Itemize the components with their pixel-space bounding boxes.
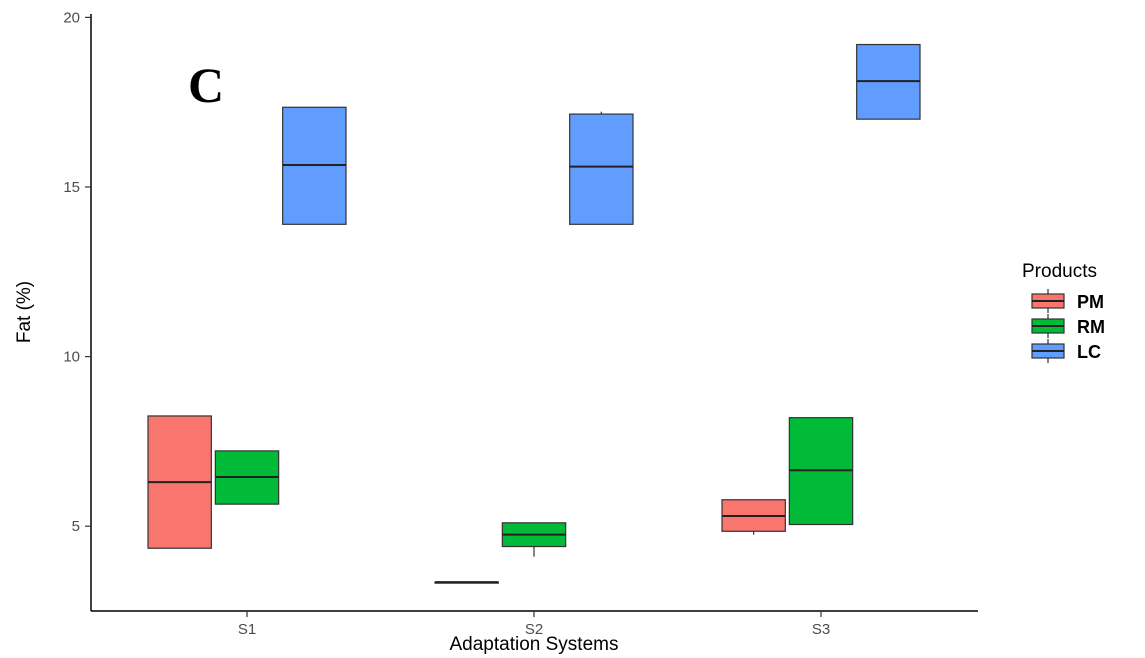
- legend-item-rm: RM: [1031, 314, 1105, 338]
- box-rm-s2: [501, 522, 567, 557]
- box-pm-s2: [434, 581, 499, 584]
- y-tick-label: 20: [63, 9, 80, 26]
- y-tick-label: 15: [63, 179, 80, 196]
- x-axis-ticks: S1 S2 S3: [238, 611, 830, 638]
- x-tick-label: S1: [238, 621, 256, 638]
- box-pm-s1: [147, 415, 212, 549]
- legend-item-lc: LC: [1031, 339, 1101, 363]
- x-axis-title: Adaptation Systems: [450, 634, 619, 655]
- box-rm-s1: [214, 450, 280, 505]
- x-tick-label: S3: [812, 621, 830, 638]
- panel-letter: C: [188, 57, 224, 113]
- x-tick-label: S2: [525, 621, 543, 638]
- legend-title: Products: [1022, 261, 1097, 282]
- box-lc-s3: [856, 43, 921, 120]
- box-body: [569, 113, 634, 225]
- legend-item-pm: PM: [1031, 289, 1104, 313]
- legend-label: RM: [1077, 317, 1105, 337]
- plot-area: [147, 43, 921, 584]
- legend-label: LC: [1077, 342, 1101, 362]
- box-pm-s3: [721, 499, 786, 535]
- box-lc-s2: [569, 111, 634, 225]
- box-rm-s3: [788, 417, 854, 526]
- legend: Products PM RM LC: [1022, 261, 1105, 363]
- legend-label: PM: [1077, 292, 1104, 312]
- y-tick-label: 10: [63, 349, 80, 366]
- box-lc-s1: [282, 106, 347, 225]
- y-axis-ticks: 5 10 15 20: [63, 9, 91, 535]
- y-axis-title: Fat (%): [14, 281, 35, 343]
- y-tick-label: 5: [72, 518, 80, 535]
